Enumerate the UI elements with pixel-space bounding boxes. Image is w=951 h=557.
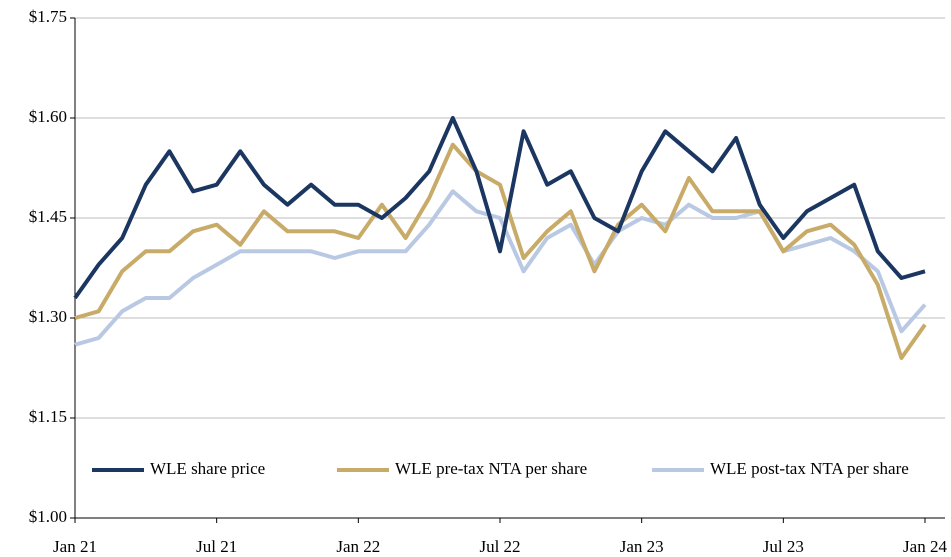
x-tick-label: Jan 23	[620, 537, 664, 556]
y-tick-label: $1.30	[29, 307, 67, 326]
y-tick-label: $1.60	[29, 107, 67, 126]
x-tick-label: Jul 21	[196, 537, 237, 556]
y-tick-label: $1.45	[29, 207, 67, 226]
series-line	[74, 142, 927, 360]
x-tick-label: Jan 24	[903, 537, 947, 556]
x-tick-label: Jul 23	[763, 537, 804, 556]
legend-label: WLE pre-tax NTA per share	[395, 459, 587, 478]
x-tick-label: Jan 21	[53, 537, 97, 556]
y-tick-label: $1.15	[29, 407, 67, 426]
y-tick-label: $1.00	[29, 507, 67, 526]
y-tick-label: $1.75	[29, 7, 67, 26]
series-line	[73, 116, 926, 300]
x-tick-label: Jan 22	[336, 537, 380, 556]
x-tick-label: Jul 22	[479, 537, 520, 556]
legend-label: WLE share price	[150, 459, 265, 478]
legend-label: WLE post-tax NTA per share	[710, 459, 909, 478]
legend: WLE share price WLE pre-tax NTA per share…	[92, 459, 909, 478]
series-line	[74, 189, 927, 347]
